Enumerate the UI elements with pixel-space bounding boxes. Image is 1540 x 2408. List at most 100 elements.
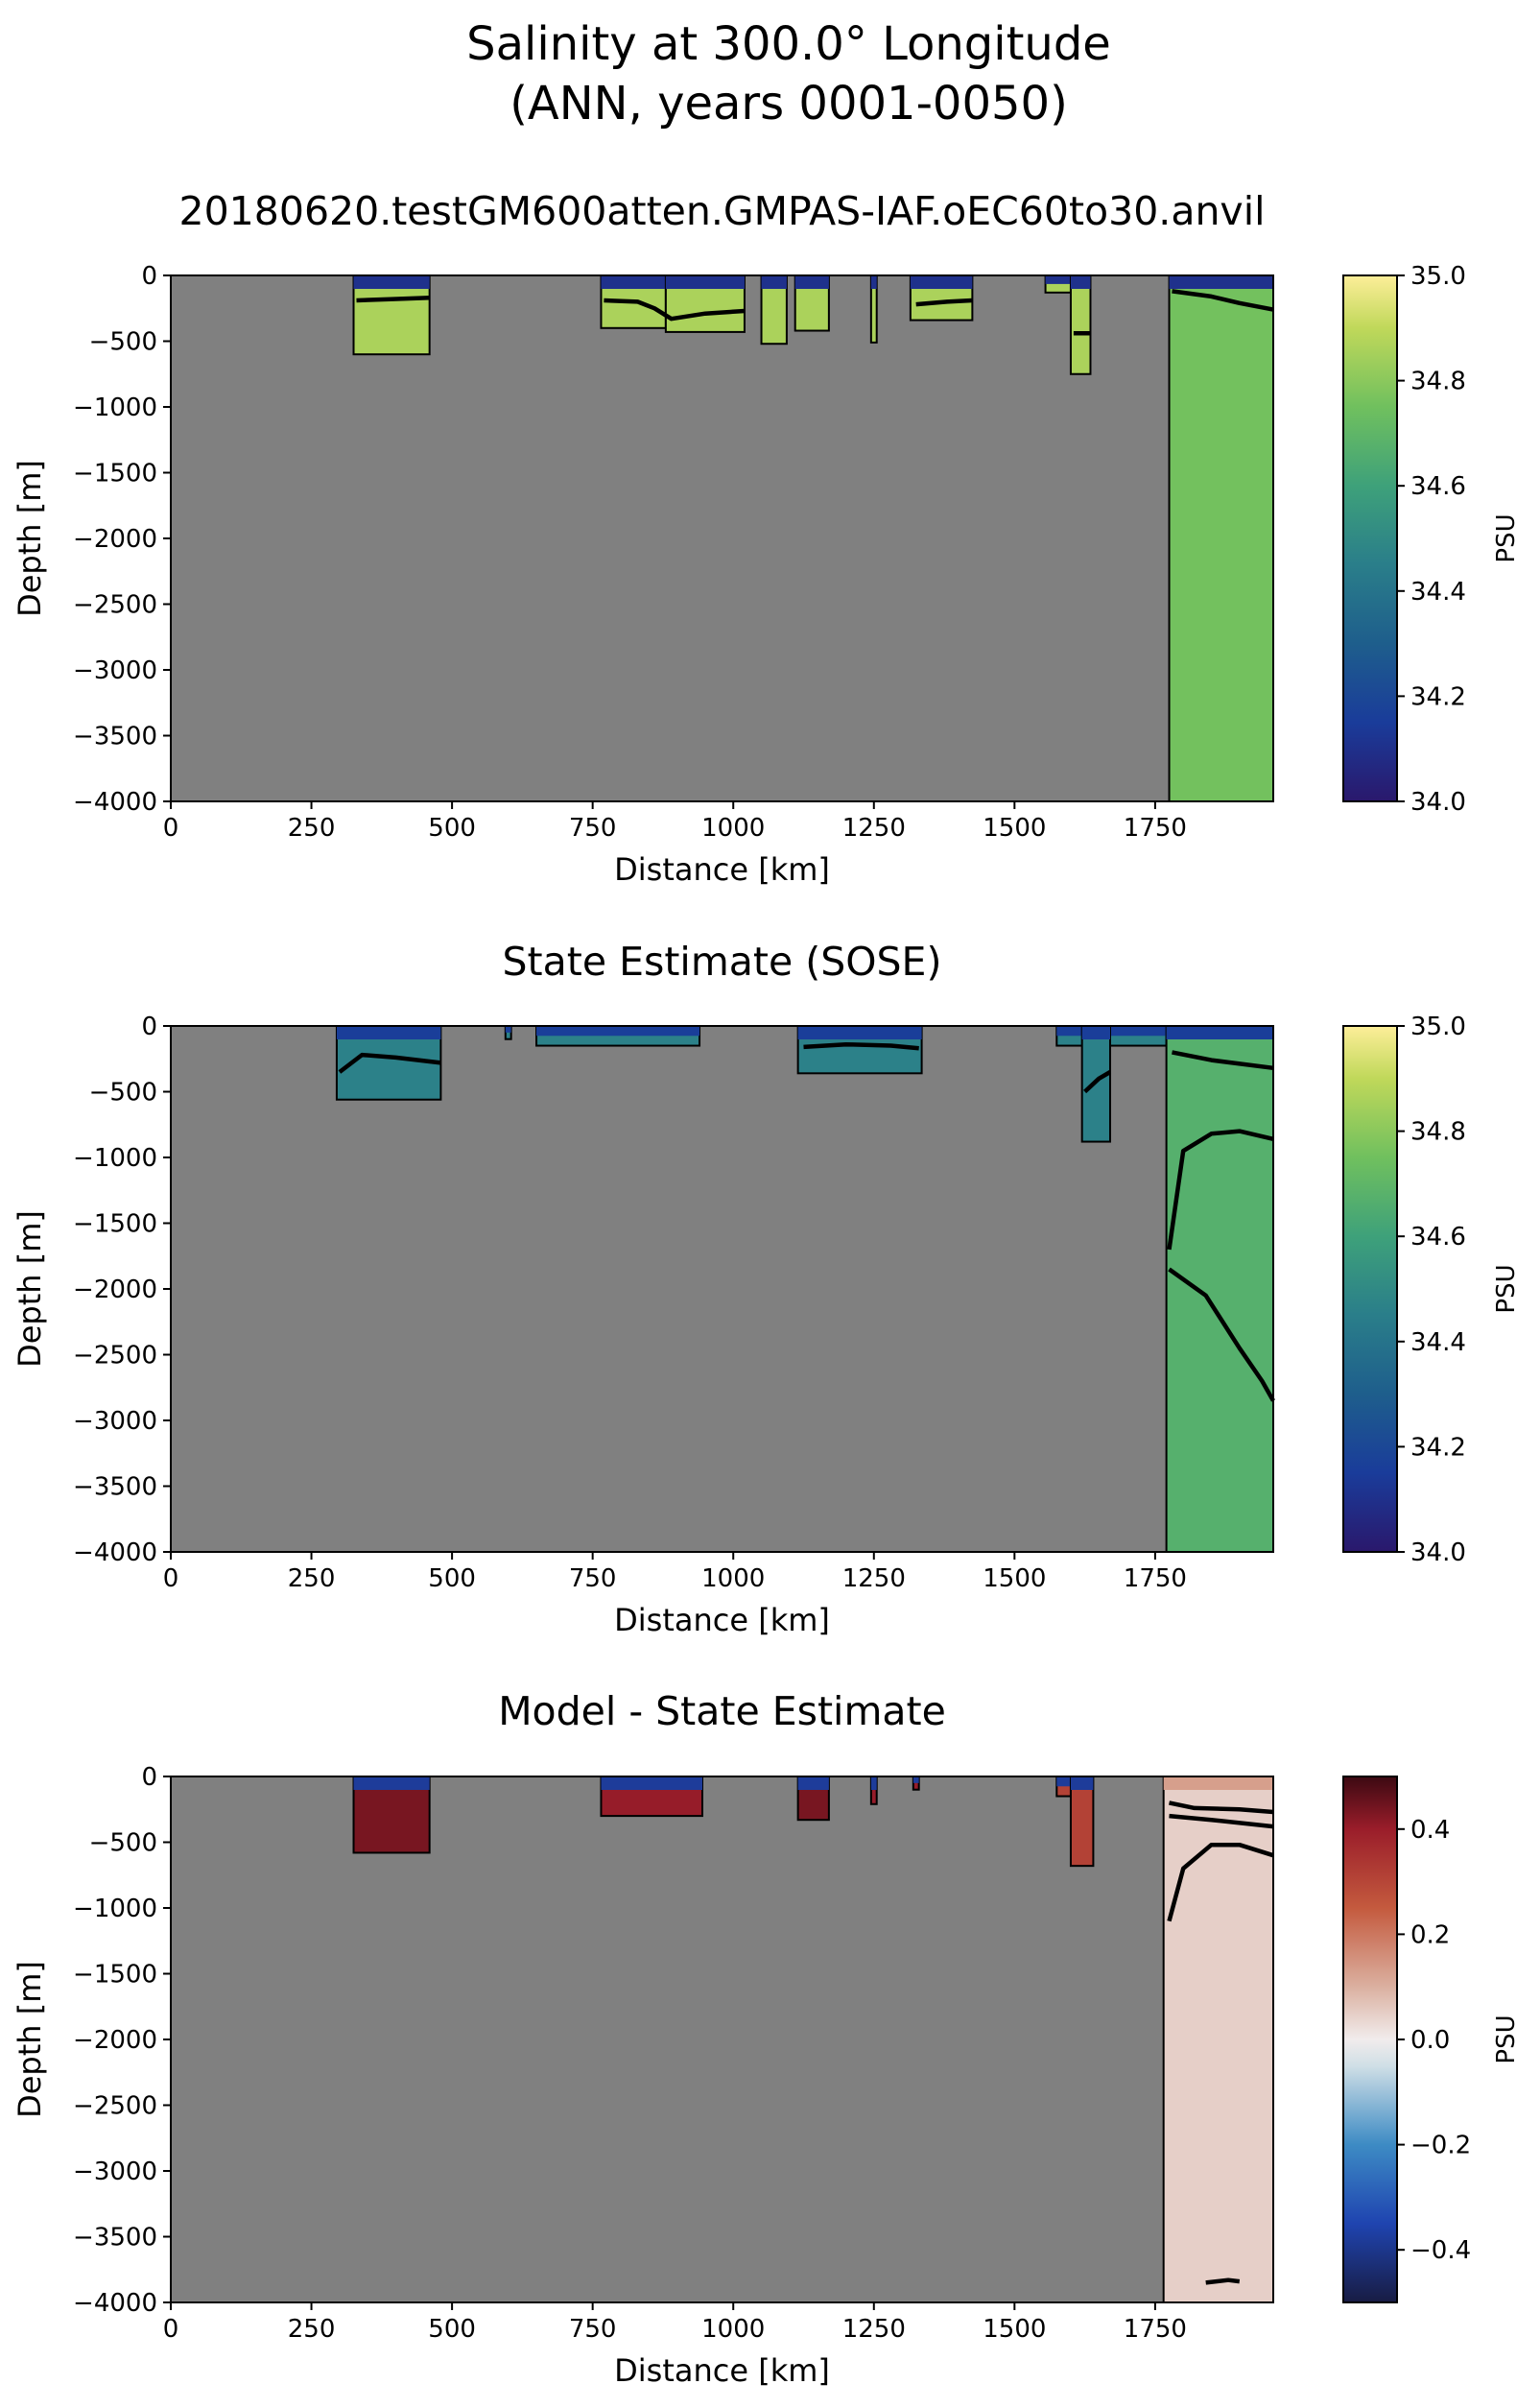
colorbar-tick-label: 34.0 xyxy=(1410,1538,1466,1567)
colorbar-tick-label: 0.4 xyxy=(1410,1816,1450,1845)
surface-layer xyxy=(601,275,666,289)
contour-line xyxy=(1169,1813,1274,1829)
colorbar-tick-label: 0.0 xyxy=(1410,2026,1450,2055)
y-tick-label: −2500 xyxy=(73,1342,157,1371)
colorbar-tick-label: 34.6 xyxy=(1410,1223,1466,1252)
surface-layer xyxy=(505,1026,511,1033)
y-axis-label: Depth [m] xyxy=(12,1210,48,1368)
y-tick-label: 0 xyxy=(141,1013,157,1041)
x-axis-label: Distance [km] xyxy=(614,851,830,888)
x-tick-label: 0 xyxy=(163,1564,179,1593)
contour-line xyxy=(1169,1800,1274,1815)
colorbar-tick-label: 34.0 xyxy=(1410,788,1466,817)
panel-title: Model - State Estimate xyxy=(498,1688,946,1734)
surface-layer xyxy=(912,1776,919,1783)
surface-layer xyxy=(761,275,787,289)
x-axis-label: Distance [km] xyxy=(614,1602,830,1638)
x-tick-label: 750 xyxy=(569,814,617,843)
y-tick-label: −3500 xyxy=(73,1473,157,1502)
surface-layer xyxy=(797,1776,829,1790)
x-tick-label: 750 xyxy=(569,2315,617,2344)
model-panel: 20180620.testGM600atten.GMPAS-IAF.oEC60t… xyxy=(12,188,1521,888)
y-tick-label: −1500 xyxy=(73,1210,157,1239)
x-tick-label: 250 xyxy=(288,814,336,843)
contour-line xyxy=(356,296,430,303)
colorbar-tick-label: 34.2 xyxy=(1410,1433,1466,1462)
y-axis-label: Depth [m] xyxy=(12,1961,48,2118)
x-tick-label: 1000 xyxy=(701,814,765,843)
y-tick-label: −500 xyxy=(89,1829,157,1858)
surface-layer xyxy=(665,275,745,289)
x-tick-label: 750 xyxy=(569,1564,617,1593)
contour-line xyxy=(1167,1842,1274,1922)
x-axis-label: Distance [km] xyxy=(614,2352,830,2389)
y-tick-label: −2000 xyxy=(73,1276,157,1304)
surface-layer xyxy=(353,275,430,289)
x-tick-label: 250 xyxy=(288,1564,336,1593)
y-tick-label: −2000 xyxy=(73,2026,157,2055)
y-tick-label: −4000 xyxy=(73,788,157,817)
surface-layer xyxy=(336,1026,441,1039)
colorbar-tick-label: 34.4 xyxy=(1410,1328,1466,1357)
surface-layer xyxy=(1163,1776,1273,1790)
surface-layer xyxy=(601,1776,702,1790)
x-tick-label: 1750 xyxy=(1124,1564,1187,1593)
y-tick-label: −2000 xyxy=(73,525,157,554)
surface-layer xyxy=(1166,1026,1273,1039)
surface-layer xyxy=(353,1776,430,1790)
surface-layer xyxy=(870,275,877,289)
y-tick-label: −1000 xyxy=(73,393,157,422)
colorbar-tick-label: 34.8 xyxy=(1410,1118,1466,1147)
contour-line xyxy=(338,1052,441,1074)
land-mask xyxy=(171,1776,1273,2302)
colorbar-tick-label: 34.8 xyxy=(1410,368,1466,396)
y-tick-label: −1500 xyxy=(73,460,157,489)
panel-title: State Estimate (SOSE) xyxy=(503,939,942,985)
y-tick-label: −3500 xyxy=(73,723,157,751)
colorbar-tick-label: 34.6 xyxy=(1410,472,1466,501)
colorbar-tick-label: 34.4 xyxy=(1410,578,1466,607)
y-tick-label: −4000 xyxy=(73,1538,157,1567)
panel-title: 20180620.testGM600atten.GMPAS-IAF.oEC60t… xyxy=(179,188,1266,234)
x-tick-label: 500 xyxy=(428,814,476,843)
sose-panel: State Estimate (SOSE) 0 250 500 750 1000 1250 1… xyxy=(12,939,1521,1638)
contour-line xyxy=(915,298,973,307)
colorbar xyxy=(1342,1776,1398,2303)
surface-layer xyxy=(794,275,829,289)
y-tick-label: −1500 xyxy=(73,1961,157,1990)
contour-line xyxy=(803,1041,919,1051)
colorbar-label: PSU xyxy=(1492,513,1521,562)
colorbar-tick-label: 0.2 xyxy=(1410,1920,1450,1949)
colorbar-label: PSU xyxy=(1492,1264,1521,1313)
water-column xyxy=(1069,274,1092,375)
y-tick-label: −3000 xyxy=(73,656,157,685)
colorbar xyxy=(1342,274,1398,802)
x-tick-label: 0 xyxy=(163,2315,179,2344)
x-tick-label: 1750 xyxy=(1124,814,1187,843)
surface-layer xyxy=(536,1026,700,1037)
x-tick-label: 500 xyxy=(428,2315,476,2344)
surface-layer xyxy=(797,1026,922,1039)
surface-layer xyxy=(1056,1026,1167,1037)
suptitle-line-1: Salinity at 300.0° Longitude xyxy=(466,17,1111,71)
x-tick-label: 1500 xyxy=(983,2315,1046,2344)
y-tick-label: −1000 xyxy=(73,1895,157,1923)
water-column xyxy=(1165,1025,1274,1553)
x-tick-label: 1000 xyxy=(701,2315,765,2344)
x-tick-label: 0 xyxy=(163,814,179,843)
contour-line xyxy=(1172,289,1274,312)
x-tick-label: 1000 xyxy=(701,1564,765,1593)
colorbar-tick-label: 35.0 xyxy=(1410,262,1466,291)
x-tick-label: 1250 xyxy=(842,1564,906,1593)
colorbar xyxy=(1342,1025,1398,1553)
contour-line xyxy=(1168,1267,1275,1402)
surface-layer xyxy=(1169,275,1273,289)
y-tick-label: −3000 xyxy=(73,1407,157,1436)
x-tick-label: 500 xyxy=(428,1564,476,1593)
x-tick-label: 1500 xyxy=(983,814,1046,843)
x-tick-label: 1500 xyxy=(983,1564,1046,1593)
contour-line xyxy=(1167,1129,1274,1251)
surface-layer xyxy=(1070,1776,1094,1790)
water-column xyxy=(1162,1776,1275,2303)
